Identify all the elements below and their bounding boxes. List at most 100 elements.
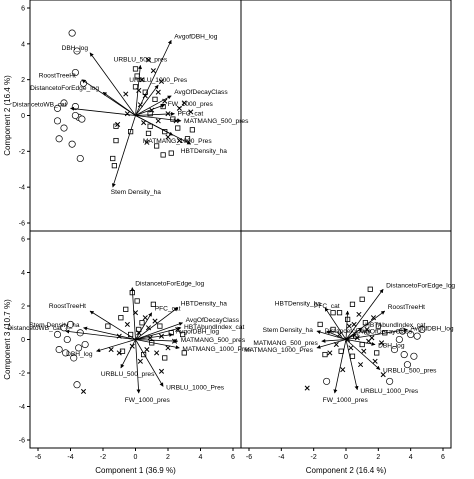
point-cross: [145, 57, 152, 63]
point-cross: [137, 358, 143, 364]
loading-arrow: [135, 307, 179, 340]
point-circle: [413, 332, 421, 340]
point-cross: [144, 139, 150, 145]
point-circle: [60, 124, 68, 132]
point-cross: [124, 321, 130, 327]
point-cross: [144, 346, 150, 353]
point-square: [338, 348, 344, 354]
point-square: [136, 326, 142, 333]
point-cross: [176, 105, 182, 111]
y-tick-label: 0: [21, 113, 25, 120]
loading-label: HBTDensity_ha: [275, 301, 322, 308]
point-circle: [60, 99, 68, 107]
x-tick-label: -4: [278, 454, 284, 461]
point-square: [160, 152, 166, 158]
y-tick-label: 0: [21, 337, 25, 344]
point-circle: [60, 324, 68, 332]
loading-label: PFC_cat: [155, 306, 181, 313]
loading-label: Stem Density_ha: [29, 322, 80, 329]
point-circle: [75, 344, 83, 352]
point-cross: [165, 134, 171, 140]
loading-arrow: [135, 64, 143, 116]
loading-label: FW_1000_pres: [125, 397, 171, 404]
loading-arrow: [345, 339, 376, 346]
point-square: [141, 351, 147, 358]
loading-label: FW_1000_pres: [168, 101, 214, 108]
y-tick-label: 6: [21, 6, 25, 13]
loading-label: DBH_log: [62, 45, 89, 52]
point-circle: [55, 345, 63, 354]
point-cross: [116, 350, 122, 356]
point-cross: [340, 367, 346, 373]
loading-label: MATMANG_500_pres: [184, 118, 249, 125]
point-cross: [356, 311, 362, 317]
point-square: [322, 351, 328, 358]
loading-arrow: [345, 310, 350, 340]
loading-label: HBTDensity_ha: [181, 301, 228, 308]
loading-label: HBTDensity_ha: [181, 148, 228, 155]
loading-label: Stem Density_ha: [111, 189, 162, 196]
point-cross: [158, 368, 165, 374]
point-circle: [53, 117, 62, 125]
point-circle: [68, 29, 76, 37]
loading-arrow: [135, 104, 166, 116]
axis-ticks: -6 -4 -2 0 2 4 6 -6 -4 -2 0 2 4 6 -6 -4 -2 0 2 4 6 -6 -4 -2 0 2 4 6: [19, 6, 445, 462]
point-cross: [155, 89, 161, 95]
point-square: [157, 323, 163, 329]
point-cross: [124, 111, 130, 117]
loading-label: DistancetoForEdge_log: [30, 85, 99, 92]
point-square: [359, 296, 365, 302]
loading-arrow: [324, 307, 347, 340]
point-cross: [142, 315, 148, 321]
point-square: [317, 321, 323, 328]
loading-arrow: [316, 339, 347, 349]
y-tick-label: 4: [21, 270, 25, 277]
loading-label: FW_1000_pres: [323, 397, 369, 404]
point-square: [132, 84, 139, 90]
loading-arrow: [96, 339, 136, 353]
point-cross: [351, 321, 357, 327]
point-cross: [346, 323, 352, 329]
loading-arrow: [316, 330, 347, 340]
point-square: [349, 301, 356, 307]
loading-label: HBTAbundIndex_cat: [184, 324, 245, 331]
x-tick-label: 0: [344, 454, 348, 461]
point-cross: [154, 350, 160, 356]
loading-arrow: [345, 327, 363, 340]
point-circle: [403, 361, 411, 369]
loading-arrow: [135, 339, 141, 394]
x-tick-label: -2: [100, 454, 106, 461]
loading-arrow: [135, 339, 180, 350]
point-cross: [372, 358, 378, 364]
point-circle: [418, 325, 426, 334]
point-circle: [78, 115, 86, 123]
point-square: [145, 130, 152, 137]
loading-arrow: [135, 84, 159, 116]
loading-label: DBH_log: [378, 343, 405, 350]
x-tick-label: -6: [246, 454, 252, 461]
point-square: [152, 96, 158, 102]
loading-arrow: [135, 322, 184, 340]
point-cross: [155, 118, 161, 124]
loading-arrow: [135, 115, 192, 145]
point-cross: [141, 120, 147, 126]
loading-vectors: DBH_log RoostTreeHt URBLU_500_pres AvgofDBH…: [7, 33, 455, 404]
loading-label: URBLU_500_pres: [101, 371, 155, 378]
x-tick-label: 2: [166, 454, 170, 461]
loading-label: MATMANG_1000_Pres: [182, 346, 251, 353]
loading-arrow: [135, 39, 172, 116]
point-square: [132, 66, 139, 72]
point-square: [181, 350, 187, 356]
observation-points: [53, 29, 426, 394]
point-cross: [136, 87, 142, 93]
loading-label: URBLU_1000_Pres: [129, 77, 188, 84]
empty-quadrant-frame: [240, 0, 452, 232]
loading-label: PFC_cat: [314, 303, 340, 310]
y-tick-label: -2: [19, 371, 25, 378]
point-circle: [71, 111, 79, 120]
loading-label: AvgofDBH_log: [174, 33, 217, 40]
loading-arrow: [111, 115, 136, 188]
point-cross: [370, 315, 377, 321]
point-cross: [361, 348, 367, 354]
